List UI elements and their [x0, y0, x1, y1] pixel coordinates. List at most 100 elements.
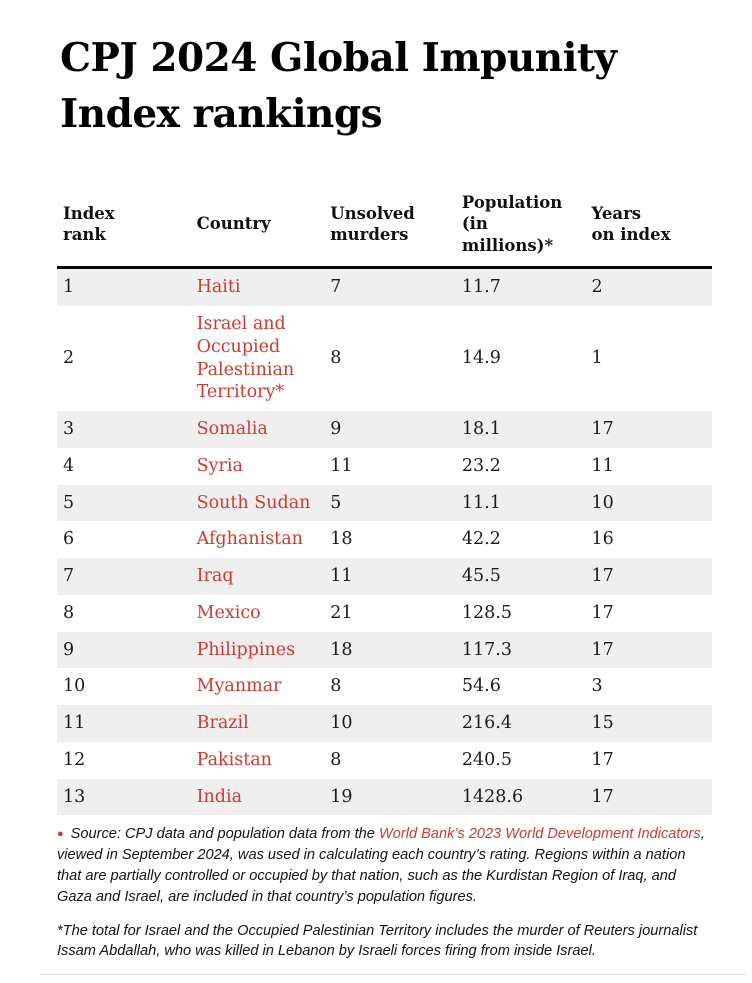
rank-cell: 12 [63, 749, 86, 770]
unsolved-murders-cell: 10 [330, 713, 353, 734]
population-cell: 42.2 [461, 529, 501, 550]
population-cell: 216.4 [461, 713, 512, 734]
source-note-text-after: , viewed in September 2024, was used in … [57, 826, 705, 905]
population-cell: 23.2 [461, 455, 501, 476]
unsolved-murders-cell: 18 [330, 529, 353, 550]
country-cell: Brazil [191, 705, 325, 742]
bullet-icon: ● [57, 828, 64, 841]
years-on-index-cell: 17 [591, 786, 614, 807]
table-row: 4 Syria 11 23.2 11 [57, 448, 712, 485]
table-body: 1 Haiti 7 11.7 2 2 Israel and Occupied Palesti… [57, 267, 712, 816]
rank-cell: 13 [63, 786, 86, 807]
population-cell: 18.1 [461, 419, 501, 440]
israel-territory-footnote: *The total for Israel and the Occupied P… [57, 922, 698, 960]
unsolved-murders-cell: 7 [330, 277, 342, 298]
table-header-row: Index rank Country Unsolved murders Populat… [57, 186, 712, 270]
population-cell: 128.5 [461, 602, 512, 623]
population-cell: 1428.6 [461, 786, 524, 807]
unsolved-murders-cell: 11 [330, 566, 353, 587]
rank-cell: 7 [63, 566, 75, 587]
country-cell: Mexico [191, 595, 325, 632]
years-on-index-cell: 17 [591, 602, 614, 623]
country-cell: Pakistan [191, 742, 325, 779]
rank-cell: 8 [63, 602, 75, 623]
table-row: 3 Somalia 9 18.1 17 [57, 411, 712, 448]
country-link[interactable]: Somalia [196, 419, 268, 440]
country-cell: Afghanistan [191, 521, 325, 558]
country-link[interactable]: Pakistan [196, 749, 272, 770]
population-cell: 11.1 [461, 492, 501, 513]
years-on-index-cell: 10 [591, 492, 614, 513]
country-link[interactable]: Myanmar [196, 676, 282, 697]
table-row: 13 India 19 1428.6 17 [57, 778, 712, 816]
years-on-index-cell: 17 [591, 639, 614, 660]
years-on-index-cell: 17 [591, 749, 614, 770]
rank-cell: 11 [63, 713, 86, 734]
unsolved-murders-cell: 8 [330, 348, 342, 369]
column-header: Index rank [57, 186, 191, 270]
country-link[interactable]: Mexico [196, 602, 261, 623]
unsolved-murders-cell: 9 [330, 419, 342, 440]
column-header: Years on index [585, 186, 712, 270]
population-cell: 117.3 [461, 639, 512, 660]
unsolved-murders-cell: 8 [330, 676, 342, 697]
years-on-index-cell: 11 [591, 455, 614, 476]
unsolved-murders-cell: 8 [330, 749, 342, 770]
country-link[interactable]: South Sudan [196, 492, 311, 513]
rank-cell: 5 [63, 492, 75, 513]
country-link[interactable]: Israel and Occupied Palestinian Territor… [196, 314, 295, 403]
rank-cell: 9 [63, 639, 75, 660]
country-cell: Syria [191, 448, 325, 485]
table-row: 12 Pakistan 8 240.5 17 [57, 742, 712, 779]
country-cell: Philippines [191, 632, 325, 669]
years-on-index-cell: 15 [591, 713, 614, 734]
table-row: 7 Iraq 11 45.5 17 [57, 558, 712, 595]
rank-cell: 4 [63, 455, 75, 476]
years-on-index-cell: 16 [591, 529, 614, 550]
column-header: Population (in millions)* [455, 186, 586, 270]
table-row: 2 Israel and Occupied Palestinian Territo… [57, 306, 712, 411]
page-title: CPJ 2024 Global Impunity Index rankings [60, 35, 617, 137]
impunity-index-table: Index rank Country Unsolved murders Populat… [57, 186, 712, 816]
country-cell: South Sudan [191, 485, 325, 522]
country-cell: Iraq [191, 558, 325, 595]
table-row: 11 Brazil 10 216.4 15 [57, 705, 712, 742]
rank-cell: 2 [63, 348, 75, 369]
source-link[interactable]: World Bank’s 2023 World Development Indi… [378, 826, 701, 843]
country-link[interactable]: Syria [196, 455, 243, 476]
years-on-index-cell: 3 [591, 676, 603, 697]
rank-cell: 1 [63, 277, 75, 298]
years-on-index-cell: 17 [591, 419, 614, 440]
years-on-index-cell: 2 [591, 277, 603, 298]
country-cell: Somalia [191, 411, 325, 448]
table-row: 10 Myanmar 8 54.6 3 [57, 668, 712, 705]
source-note-text-before: Source: CPJ data and population data fro… [70, 826, 379, 843]
country-link[interactable]: Brazil [196, 713, 249, 734]
bottom-divider [40, 974, 746, 976]
years-on-index-cell: 1 [591, 348, 603, 369]
rank-cell: 6 [63, 529, 75, 550]
rank-cell: 3 [63, 419, 75, 440]
country-cell: Israel and Occupied Palestinian Territor… [191, 306, 325, 411]
unsolved-murders-cell: 5 [330, 492, 342, 513]
country-link[interactable]: Haiti [196, 277, 241, 298]
country-link[interactable]: India [196, 786, 243, 807]
table-row: 8 Mexico 21 128.5 17 [57, 595, 712, 632]
country-link[interactable]: Philippines [196, 639, 296, 660]
unsolved-murders-cell: 21 [330, 602, 353, 623]
population-cell: 14.9 [461, 348, 501, 369]
population-cell: 54.6 [461, 676, 501, 697]
column-header: Country [190, 186, 325, 270]
unsolved-murders-cell: 11 [330, 455, 353, 476]
population-cell: 11.7 [461, 277, 501, 298]
population-cell: 45.5 [461, 566, 501, 587]
table-row: 5 South Sudan 5 11.1 10 [57, 484, 712, 522]
country-link[interactable]: Iraq [196, 566, 234, 587]
rank-cell: 10 [63, 676, 86, 697]
table-row: 1 Haiti 7 11.7 2 [57, 267, 712, 307]
years-on-index-cell: 17 [591, 566, 614, 587]
population-cell: 240.5 [461, 749, 512, 770]
country-link[interactable]: Afghanistan [196, 529, 303, 550]
unsolved-murders-cell: 19 [330, 786, 353, 807]
